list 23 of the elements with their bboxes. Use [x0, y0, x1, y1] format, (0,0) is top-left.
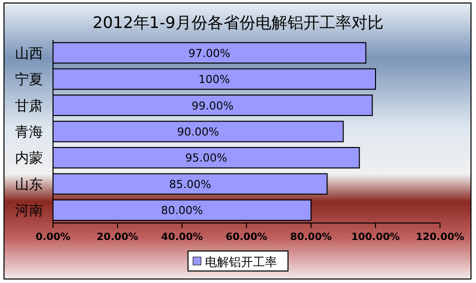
x-tick-label: 120.00%: [416, 232, 464, 243]
y-tick-label: 内蒙: [15, 150, 43, 167]
x-tick-label: 20.00%: [96, 232, 138, 243]
x-tick-label: 80.00%: [290, 232, 332, 243]
text: 97.00%: [188, 46, 230, 60]
text: 90.00%: [177, 126, 220, 138]
y-tick-label: 甘肃: [15, 98, 43, 114]
x-tick-label: 40.00%: [161, 232, 203, 243]
text: 95.00%: [185, 152, 228, 165]
text: 85.00%: [169, 178, 212, 191]
x-tick-label: 0.00%: [36, 232, 70, 243]
y-tick-label: 青海: [15, 124, 43, 140]
y-tick-label: 山西: [15, 46, 43, 62]
text: 80.00%: [161, 204, 203, 218]
text: 100%: [198, 73, 230, 86]
x-tick-label: 60.00%: [226, 232, 268, 243]
y-tick-label: 宁夏: [15, 72, 43, 88]
y-tick-label: 山东: [15, 176, 43, 193]
x-tick-label: 100.00%: [351, 232, 400, 243]
text: 99.00%: [192, 99, 234, 112]
y-tick-label: 河南: [15, 203, 43, 220]
chart-title: 2012年1-9月份各省份电解铝开工率对比: [92, 13, 384, 32]
legend-label: 电解铝开工率: [205, 255, 277, 269]
